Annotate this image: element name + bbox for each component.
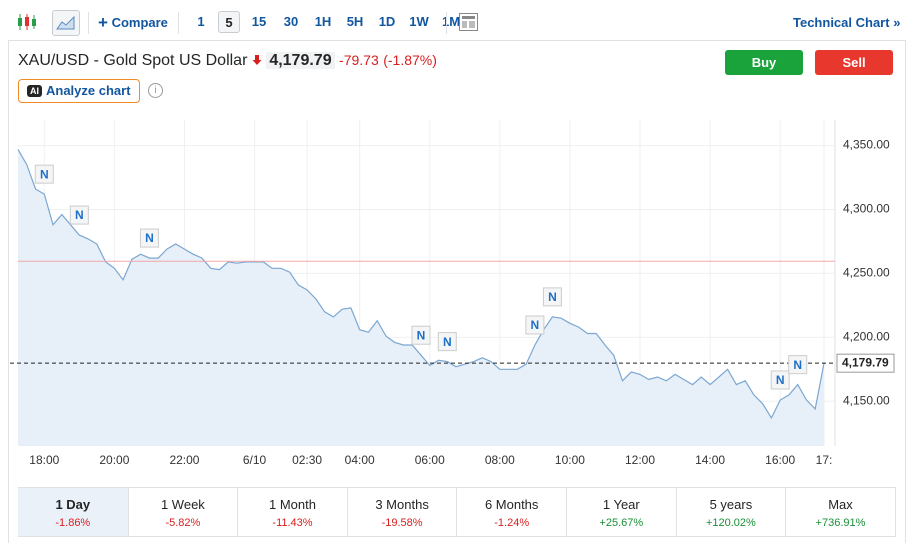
period-change: +736.91%: [815, 517, 866, 529]
period-cell[interactable]: 1 Month -11.43%: [237, 488, 347, 536]
candle-icon[interactable]: [16, 12, 38, 32]
period-name: 1 Year: [602, 497, 640, 512]
interval-button[interactable]: 15: [251, 14, 267, 29]
info-icon[interactable]: i: [148, 83, 163, 98]
news-marker-label: N: [75, 208, 84, 222]
area: [18, 149, 824, 446]
period-cell[interactable]: 1 Week -5.82%: [127, 488, 238, 536]
compare-button[interactable]: + Compare: [98, 13, 168, 32]
x-tick-label: 14:00: [695, 453, 725, 467]
period-cell[interactable]: 1 Year +25.67%: [566, 488, 676, 536]
period-change: -1.24%: [494, 517, 530, 529]
last-price-label: 4,179.79: [842, 355, 889, 369]
period-cell[interactable]: 1 Day -1.86%: [18, 488, 128, 536]
y-tick-label: 4,250.00: [843, 266, 890, 280]
news-marker[interactable]: [542, 287, 562, 307]
x-tick-label: 20:00: [99, 453, 129, 467]
y-tick-label: 4,150.00: [843, 393, 890, 407]
period-name: 5 years: [709, 497, 753, 512]
x-tick-label: 06:00: [415, 453, 445, 467]
y-tick-label: 4,350.00: [843, 138, 890, 152]
x-tick-label: 22:00: [169, 453, 199, 467]
interval-button[interactable]: 1W: [409, 14, 429, 29]
period-change: -1.86%: [55, 517, 91, 529]
chart-container: [8, 40, 906, 543]
y-tick-label: 4,200.00: [843, 330, 890, 344]
period-change: +120.02%: [705, 517, 756, 529]
period-change: -19.58%: [381, 517, 423, 529]
period-change: -5.82%: [165, 517, 201, 529]
interval-button[interactable]: 5H: [346, 14, 364, 29]
period-cell[interactable]: 6 Months -1.24%: [456, 488, 566, 536]
news-marker-label: N: [548, 290, 557, 304]
news-marker-label: N: [40, 167, 49, 181]
analyze-chart-button[interactable]: AI Analyze chart: [18, 79, 140, 103]
chart: Investing.com4,150.004,200.004,250.004,3…: [10, 120, 895, 467]
interval-button[interactable]: 1H: [314, 14, 332, 29]
period-change: -11.43%: [272, 517, 313, 529]
separator: [178, 12, 179, 34]
period-name: 1 Month: [268, 497, 316, 512]
change-percent: (-1.87%): [383, 52, 437, 68]
period-name: 1 Day: [55, 497, 91, 512]
ai-badge: AI: [27, 85, 42, 97]
period-name: 1 Week: [160, 497, 205, 512]
news-marker-label: N: [145, 231, 154, 245]
news-marker[interactable]: [770, 370, 790, 390]
x-tick-label: 17:: [816, 453, 833, 467]
buy-button[interactable]: Buy: [725, 50, 803, 75]
x-tick-label: 02:30: [292, 453, 322, 467]
period-name: Max: [828, 497, 853, 512]
area-icon[interactable]: [52, 10, 80, 36]
price: 4,179.79: [266, 52, 335, 69]
news-marker[interactable]: [525, 315, 545, 335]
news-marker[interactable]: [788, 355, 808, 375]
quote-header: XAU/USD - Gold Spot US Dollar 4,179.79 -…: [18, 50, 437, 71]
news-marker[interactable]: [437, 332, 457, 352]
period-cell[interactable]: 3 Months -19.58%: [346, 488, 457, 536]
news-marker[interactable]: [69, 205, 89, 225]
x-tick-label: 10:00: [555, 453, 585, 467]
interval-button[interactable]: 1: [197, 14, 205, 29]
price-line: [17, 149, 825, 420]
period-cell[interactable]: Max +736.91%: [785, 488, 895, 536]
x-tick-label: 08:00: [485, 453, 515, 467]
news-marker-label: N: [531, 318, 540, 332]
period-name: 6 Months: [484, 497, 539, 512]
separator: [88, 12, 89, 34]
change: -79.73: [339, 52, 379, 68]
news-marker[interactable]: [34, 164, 54, 184]
x-tick-label: 6/10: [243, 453, 267, 467]
interval-button[interactable]: 5: [218, 11, 240, 33]
news-marker-label: N: [417, 328, 426, 342]
sell-button[interactable]: Sell: [815, 50, 893, 75]
last-price-box: [836, 353, 895, 373]
news-marker-label: N: [793, 358, 802, 372]
news-marker[interactable]: [411, 325, 431, 345]
technical-chart-link[interactable]: Technical Chart »: [793, 15, 901, 30]
down-arrow: [252, 55, 262, 65]
period-cell[interactable]: 5 years +120.02%: [675, 488, 786, 536]
news-marker[interactable]: [139, 228, 159, 248]
y-tick-label: 4,300.00: [843, 202, 890, 216]
instrument-title: XAU/USD - Gold Spot US Dollar: [18, 52, 248, 69]
separator: [446, 12, 447, 34]
interval-button[interactable]: 30: [283, 14, 299, 29]
analyze-label: Analyze chart: [46, 83, 131, 98]
period-name: 3 Months: [375, 497, 429, 512]
x-tick-label: 04:00: [345, 453, 375, 467]
layout-icon[interactable]: [458, 12, 480, 32]
x-tick-label: 16:00: [765, 453, 795, 467]
x-tick-label: 18:00: [29, 453, 59, 467]
interval-button[interactable]: 1D: [378, 14, 396, 29]
news-marker-label: N: [443, 335, 452, 349]
x-tick-label: 12:00: [625, 453, 655, 467]
period-change: +25.67%: [599, 517, 644, 529]
news-marker-label: N: [776, 373, 785, 387]
